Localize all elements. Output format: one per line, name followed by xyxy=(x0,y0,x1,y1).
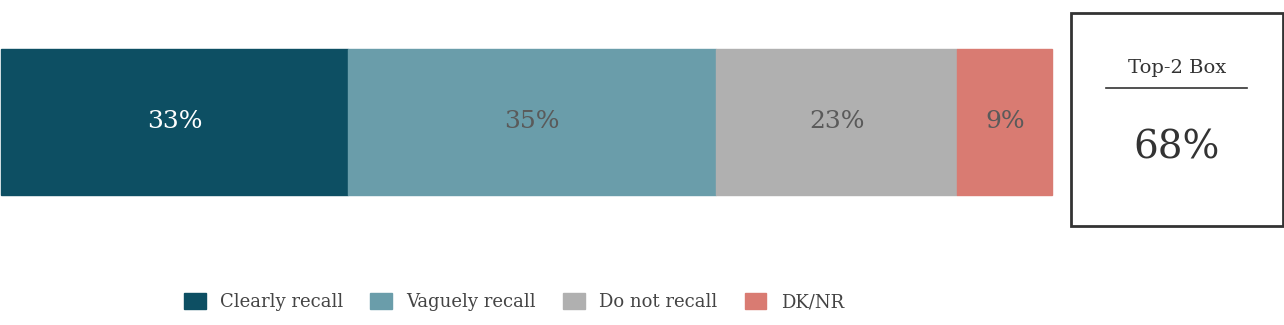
Legend: Clearly recall, Vaguely recall, Do not recall, DK/NR: Clearly recall, Vaguely recall, Do not r… xyxy=(177,286,851,318)
Text: 9%: 9% xyxy=(985,110,1025,133)
Text: 68%: 68% xyxy=(1134,129,1220,166)
Bar xyxy=(1,49,348,195)
Text: 33%: 33% xyxy=(146,110,203,133)
Text: 35%: 35% xyxy=(505,110,560,133)
Bar xyxy=(958,49,1052,195)
Bar xyxy=(348,49,715,195)
Bar xyxy=(1071,13,1283,226)
Text: Top-2 Box: Top-2 Box xyxy=(1127,58,1226,76)
Text: 23%: 23% xyxy=(809,110,864,133)
Bar xyxy=(715,49,958,195)
